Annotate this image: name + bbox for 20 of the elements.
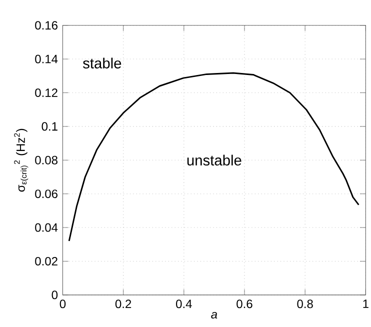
y-tick-label: 0.08 xyxy=(35,156,58,164)
y-tick-label: 0.06 xyxy=(35,190,58,198)
x-tick-label: 0.6 xyxy=(236,300,252,308)
annotation: stable xyxy=(83,58,122,68)
y-tick-label: 0.14 xyxy=(35,54,58,64)
line-series xyxy=(68,72,360,242)
x-tick-label: 0 xyxy=(60,300,66,308)
y-tick-label: 0.1 xyxy=(42,122,58,131)
x-tick-label: 0.8 xyxy=(297,300,313,308)
y-tick-label: 0.04 xyxy=(35,223,58,232)
y-tick-label: 0.12 xyxy=(35,88,58,98)
x-axis-title: a xyxy=(211,312,218,319)
x-tick-label: 1 xyxy=(363,300,368,308)
y-axis-title: σ$_{ε(crit)}$$^{2}$ (Hz$^{2}$) xyxy=(14,128,28,192)
y-tick-label: 0.02 xyxy=(35,256,58,266)
annotation: unstable xyxy=(187,154,242,166)
x-tick-label: 0.4 xyxy=(176,300,192,308)
x-tick-label: 0.2 xyxy=(115,300,132,308)
y-tick-label: 0.16 xyxy=(35,21,58,30)
y-tick-label: 0 xyxy=(52,290,58,300)
